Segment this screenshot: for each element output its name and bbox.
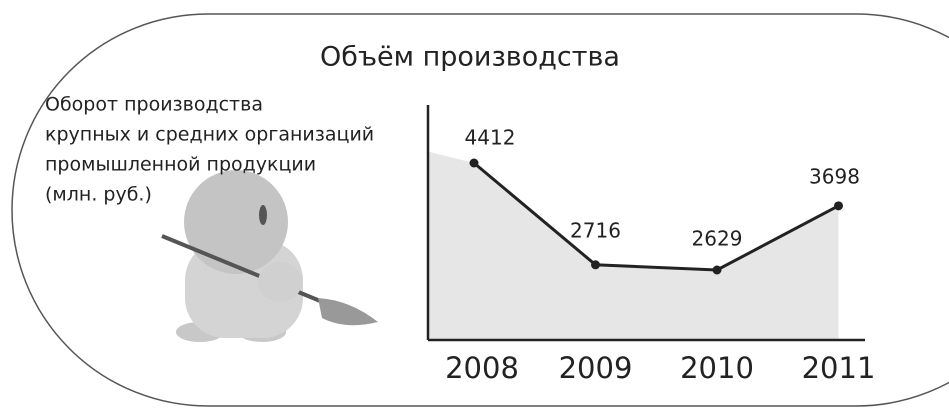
value-label: 2716 xyxy=(570,218,621,242)
description-line: (млн. руб.) xyxy=(45,184,152,206)
chart-title: Объём производства xyxy=(320,42,620,73)
x-tick-label: 2010 xyxy=(680,351,754,385)
x-tick-label: 2011 xyxy=(802,351,876,385)
description-line: промышленной продукции xyxy=(45,154,316,176)
point xyxy=(470,159,479,168)
point xyxy=(713,266,722,275)
x-tick-label: 2008 xyxy=(445,351,519,385)
x-tick-label: 2009 xyxy=(559,351,633,385)
point xyxy=(591,260,600,269)
description-line: Оборот производства xyxy=(45,94,263,116)
value-label: 4412 xyxy=(465,126,516,150)
point xyxy=(834,201,843,210)
chart: Объём производства Оборот производства кр… xyxy=(0,0,949,417)
value-label: 3698 xyxy=(809,164,860,188)
value-label: 2629 xyxy=(692,227,743,251)
description-line: крупных и средних организаций xyxy=(45,124,374,146)
